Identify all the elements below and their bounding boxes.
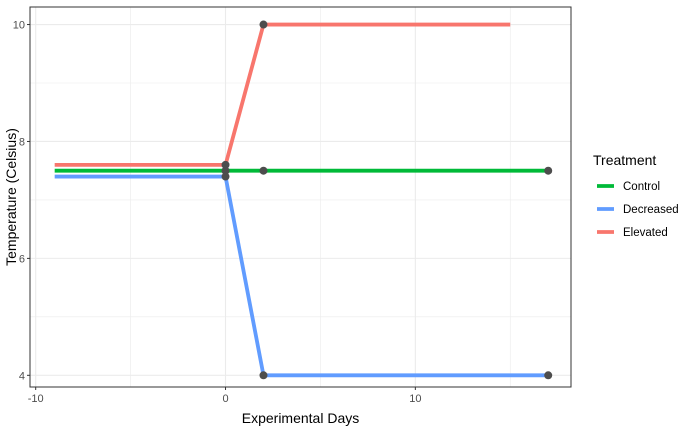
data-point-control xyxy=(544,166,553,175)
x-axis-title: Experimental Days xyxy=(242,410,360,426)
y-tick-label: 4 xyxy=(19,370,25,382)
x-tick-label: -10 xyxy=(28,393,44,405)
legend-label-control: Control xyxy=(623,181,660,193)
legend: Treatment Control Decreased Elevated xyxy=(593,152,679,239)
y-tick-label: 10 xyxy=(13,20,25,32)
series-line-elevated xyxy=(54,22,511,167)
data-point-elevated xyxy=(259,20,268,29)
x-tick-label: 0 xyxy=(222,393,228,405)
data-point-decreased xyxy=(221,172,230,181)
legend-label-elevated: Elevated xyxy=(623,227,668,239)
data-point-decreased xyxy=(544,371,553,380)
legend-title: Treatment xyxy=(593,152,656,168)
x-axis: -10 0 10 xyxy=(28,387,421,405)
panel-border xyxy=(29,6,572,388)
grid-minor xyxy=(30,7,571,387)
series-line-decreased xyxy=(54,174,549,378)
series-points xyxy=(221,20,553,380)
y-tick-label: 6 xyxy=(19,253,25,265)
data-point-elevated xyxy=(221,160,230,169)
legend-items: Control Decreased Elevated xyxy=(597,181,679,239)
y-tick-label: 8 xyxy=(19,136,25,148)
y-axis-title: Temperature (Celsius) xyxy=(3,128,19,266)
legend-label-decreased: Decreased xyxy=(623,204,679,216)
data-point-control xyxy=(221,166,230,175)
data-point-decreased xyxy=(259,371,268,380)
data-point-control xyxy=(259,166,268,175)
x-tick-label: 10 xyxy=(409,393,421,405)
y-axis: 4 6 8 10 xyxy=(13,20,30,382)
